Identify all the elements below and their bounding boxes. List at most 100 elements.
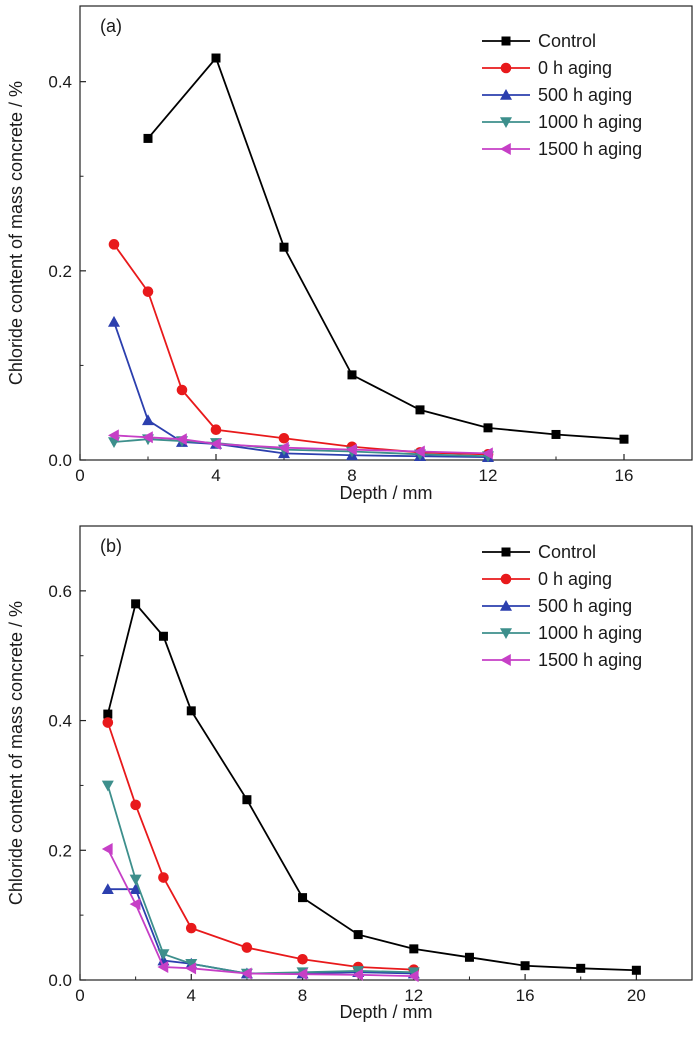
data-point [157,961,169,974]
x-tick-label: 0 [75,466,84,485]
series-line [113,321,489,459]
data-point [108,429,119,442]
data-point [210,437,221,450]
legend-marker [500,89,512,100]
data-point [158,872,169,883]
data-point [352,968,363,981]
data-point [240,967,252,980]
x-tick-label: 20 [627,986,646,1005]
x-tick-label: 16 [615,466,634,485]
x-tick-label: 8 [298,986,307,1005]
data-point [619,434,629,444]
series-1500-h-aging [108,429,493,460]
panel-label: (b) [100,536,122,556]
data-point [102,717,114,728]
series-control [103,599,641,975]
data-point [186,706,196,716]
legend-label: 1000 h aging [538,623,642,643]
data-point [142,286,154,297]
series-0-h-aging [102,717,420,975]
panel-label: (a) [100,16,122,36]
data-point [129,874,142,886]
data-point [278,432,290,444]
legend-label: Control [538,31,596,51]
legend-label: Control [538,542,596,562]
chart-panel-b: 0 4 8 12 16 20 0.0 0.2 0.4 0.6 Depth / mm Chloride … [6,525,693,1022]
data-point [631,965,641,975]
x-tick-label: 12 [404,986,423,1005]
legend-label: 1500 h aging [538,139,642,159]
data-point [415,405,425,415]
data-point [108,239,120,250]
legend-marker [500,573,512,585]
series-line [107,888,414,975]
legend-marker [500,600,512,611]
data-point [279,242,289,252]
series-line [106,722,414,971]
data-point [176,384,188,396]
series-1000-h-aging [101,780,420,980]
x-tick-label: 16 [516,986,535,1005]
series-line [106,785,414,975]
data-point [103,709,113,719]
y-tick-label: 0.0 [48,451,72,470]
legend: Control 0 h aging 500 h aging 1000 h aging 1… [482,31,642,159]
data-point [176,433,187,446]
series-1500-h-aging [101,842,419,983]
y-axis-title: Chloride content of mass concrete / % [6,601,26,905]
series-line [107,848,414,978]
data-point [158,631,168,641]
data-point [407,970,419,983]
data-point [241,942,253,953]
series-0-h-aging [108,239,494,460]
data-point [129,898,141,911]
x-tick-label: 4 [187,986,196,1005]
data-point [185,958,198,970]
data-point [520,961,530,971]
data-point [157,949,170,961]
data-point [142,431,153,444]
y-tick-label: 0.4 [48,712,72,731]
x-axis-title: Depth / mm [339,483,432,503]
data-point [185,962,197,975]
legend-label: 0 h aging [538,58,612,78]
legend-label: 0 h aging [538,569,612,589]
data-point [101,780,114,792]
data-point [131,599,141,609]
plot-frame [79,525,693,981]
y-tick-label: 0.0 [48,971,72,990]
series-line [147,56,625,441]
data-point [129,883,142,894]
x-tick-label: 12 [479,466,498,485]
legend-marker [501,547,511,557]
data-point [409,944,419,954]
y-tick-label: 0.6 [48,582,72,601]
series-control [143,53,629,444]
data-point [143,133,153,143]
data-point [346,443,357,456]
data-point [297,953,308,965]
y-tick-label: 0.2 [48,262,72,281]
data-point [576,963,586,973]
data-point [108,315,120,327]
data-point [185,922,197,934]
legend-marker [500,654,511,666]
data-point [211,53,221,63]
x-tick-label: 8 [347,466,356,485]
data-point [482,447,493,460]
series-line [113,243,489,456]
plot-frame [79,5,693,461]
legend-label: 500 h aging [538,85,632,105]
legend-label: 500 h aging [538,596,632,616]
y-tick-label: 0.4 [48,73,72,92]
data-point [483,423,493,433]
legend-marker [500,62,512,74]
data-point [296,968,308,981]
data-point [298,893,308,903]
data-point [130,799,141,811]
series-line [113,434,489,455]
data-point [242,795,252,805]
legend: Control 0 h aging 500 h aging 1000 h aging 1… [482,542,642,670]
data-point [464,952,474,962]
series-500-h-aging [101,883,420,979]
